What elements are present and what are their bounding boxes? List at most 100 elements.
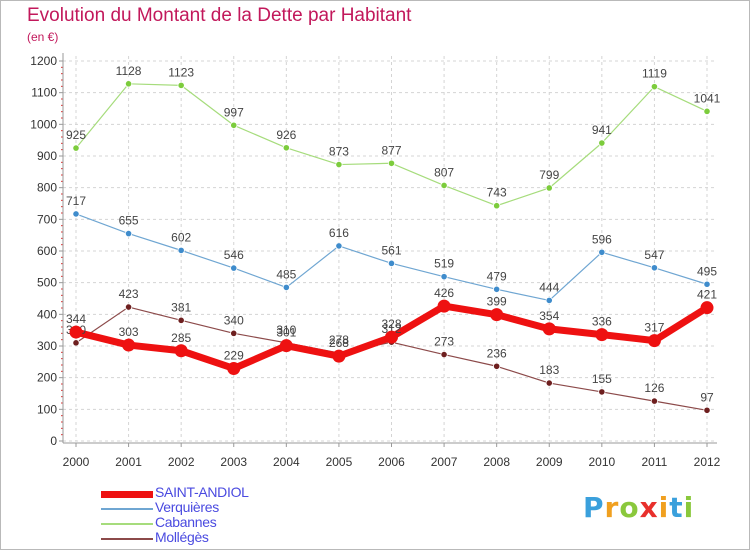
- data-point-s1: [387, 259, 396, 267]
- data-label-s3: 126: [644, 381, 664, 395]
- data-label-s1: 655: [119, 214, 139, 228]
- x-tick-label: 2004: [273, 455, 300, 469]
- data-label-s0: 229: [224, 348, 244, 362]
- data-point-s1: [72, 210, 80, 218]
- data-point-s3: [177, 316, 185, 324]
- x-tick-label: 2002: [168, 455, 195, 469]
- y-tick-label: 400: [37, 307, 57, 321]
- data-label-s1: 485: [276, 267, 296, 281]
- y-tick-label: 300: [37, 339, 57, 353]
- x-tick-label: 2009: [536, 455, 563, 469]
- x-tick-label: 2010: [588, 455, 615, 469]
- data-label-s3: 381: [171, 300, 191, 314]
- data-point-s3: [72, 339, 80, 347]
- logo-letter: o: [619, 491, 640, 524]
- data-point-s2: [387, 159, 396, 167]
- x-tick-label: 2008: [483, 455, 510, 469]
- logo-letter: r: [604, 491, 620, 524]
- proxiti-logo: Proxiti: [583, 491, 694, 524]
- data-label-s1: 717: [66, 194, 86, 208]
- y-tick-label: 1200: [30, 54, 57, 68]
- y-tick-label: 200: [37, 371, 57, 385]
- data-point-s0: [69, 325, 83, 339]
- logo-letter: i: [683, 491, 695, 524]
- data-point-s2: [72, 144, 80, 152]
- data-point-s2: [493, 202, 501, 210]
- data-point-s1: [177, 246, 185, 254]
- x-tick-label: 2000: [63, 455, 90, 469]
- x-tick-label: 2003: [220, 455, 247, 469]
- data-point-s3: [230, 329, 238, 337]
- data-label-s0: 354: [539, 309, 559, 323]
- chart-title: Evolution du Montant de la Dette par Hab…: [27, 5, 412, 26]
- data-point-s0: [595, 328, 609, 342]
- data-label-s3: 340: [224, 313, 244, 327]
- data-point-s0: [174, 344, 188, 358]
- data-point-s2: [650, 83, 659, 91]
- data-label-s2: 743: [487, 186, 507, 200]
- data-point-s3: [124, 303, 133, 311]
- y-tick-label: 0: [50, 434, 57, 448]
- data-label-s0: 426: [434, 286, 454, 300]
- data-point-s2: [335, 160, 343, 169]
- data-point-s3: [598, 388, 606, 396]
- y-tick-label: 1100: [31, 86, 57, 100]
- logo-letter: t: [669, 491, 684, 524]
- x-tick-label: 2005: [326, 455, 353, 469]
- data-label-s1: 495: [697, 264, 717, 278]
- x-tick-label: 2011: [642, 455, 668, 469]
- x-tick-label: 2006: [378, 455, 405, 469]
- data-point-s3: [493, 362, 501, 370]
- data-point-s1: [493, 285, 501, 293]
- legend-label: SAINT-ANDIOL: [155, 484, 249, 500]
- data-label-s0: 328: [381, 317, 401, 331]
- legend-label: Cabannes: [155, 514, 217, 530]
- data-label-s2: 1128: [116, 64, 142, 78]
- data-label-s3: 97: [700, 390, 714, 404]
- data-point-s0: [542, 322, 556, 336]
- data-point-s2: [177, 81, 185, 89]
- data-point-s2: [124, 80, 133, 88]
- data-point-s3: [440, 350, 448, 359]
- data-label-s3: 236: [487, 346, 507, 360]
- x-tick-label: 2012: [694, 455, 721, 469]
- data-label-s2: 997: [224, 105, 244, 119]
- legend-label: Mollégès: [155, 529, 209, 545]
- legend-swatch: [101, 508, 153, 510]
- data-label-s1: 546: [224, 248, 244, 262]
- data-point-s0: [385, 330, 398, 344]
- data-label-s3: 273: [434, 335, 454, 349]
- data-label-s1: 547: [644, 248, 664, 262]
- data-point-s0: [332, 349, 346, 363]
- data-point-s2: [440, 181, 448, 190]
- data-label-s0: 344: [66, 312, 86, 326]
- data-point-s2: [703, 107, 711, 115]
- data-label-s0: 317: [644, 321, 664, 335]
- data-label-s1: 616: [329, 226, 349, 240]
- data-point-s1: [650, 264, 659, 272]
- logo-letter: P: [583, 491, 605, 524]
- data-point-s2: [282, 144, 290, 152]
- chart-subtitle: (en €): [27, 30, 59, 44]
- data-point-s2: [230, 121, 238, 129]
- data-label-s1: 602: [171, 230, 191, 244]
- data-label-s3: 278: [329, 333, 349, 347]
- data-label-s3: 183: [539, 363, 559, 377]
- data-label-s1: 596: [592, 232, 612, 246]
- data-label-s2: 941: [592, 123, 612, 137]
- data-label-s2: 926: [276, 128, 296, 142]
- data-point-s1: [230, 264, 238, 272]
- data-label-s1: 479: [487, 269, 507, 283]
- data-label-s1: 561: [381, 243, 401, 257]
- data-point-s0: [437, 299, 451, 313]
- x-tick-label: 2007: [431, 455, 458, 469]
- data-label-s3: 312: [381, 322, 401, 336]
- y-tick-label: 700: [37, 212, 57, 226]
- data-label-s2: 799: [539, 168, 559, 182]
- data-label-s0: 285: [171, 331, 191, 345]
- y-tick-label: 1000: [30, 117, 57, 131]
- data-point-s1: [703, 280, 711, 288]
- y-tick-label: 900: [37, 149, 57, 163]
- data-point-s1: [598, 248, 606, 256]
